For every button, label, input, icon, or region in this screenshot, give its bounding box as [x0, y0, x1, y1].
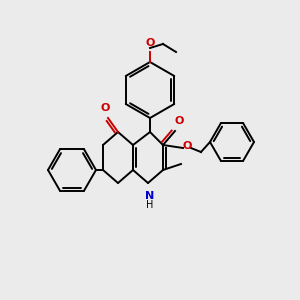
Text: O: O	[174, 116, 184, 126]
Text: H: H	[146, 200, 154, 210]
Text: O: O	[100, 103, 110, 113]
Text: N: N	[146, 191, 154, 201]
Text: O: O	[145, 38, 155, 48]
Text: O: O	[182, 141, 192, 151]
